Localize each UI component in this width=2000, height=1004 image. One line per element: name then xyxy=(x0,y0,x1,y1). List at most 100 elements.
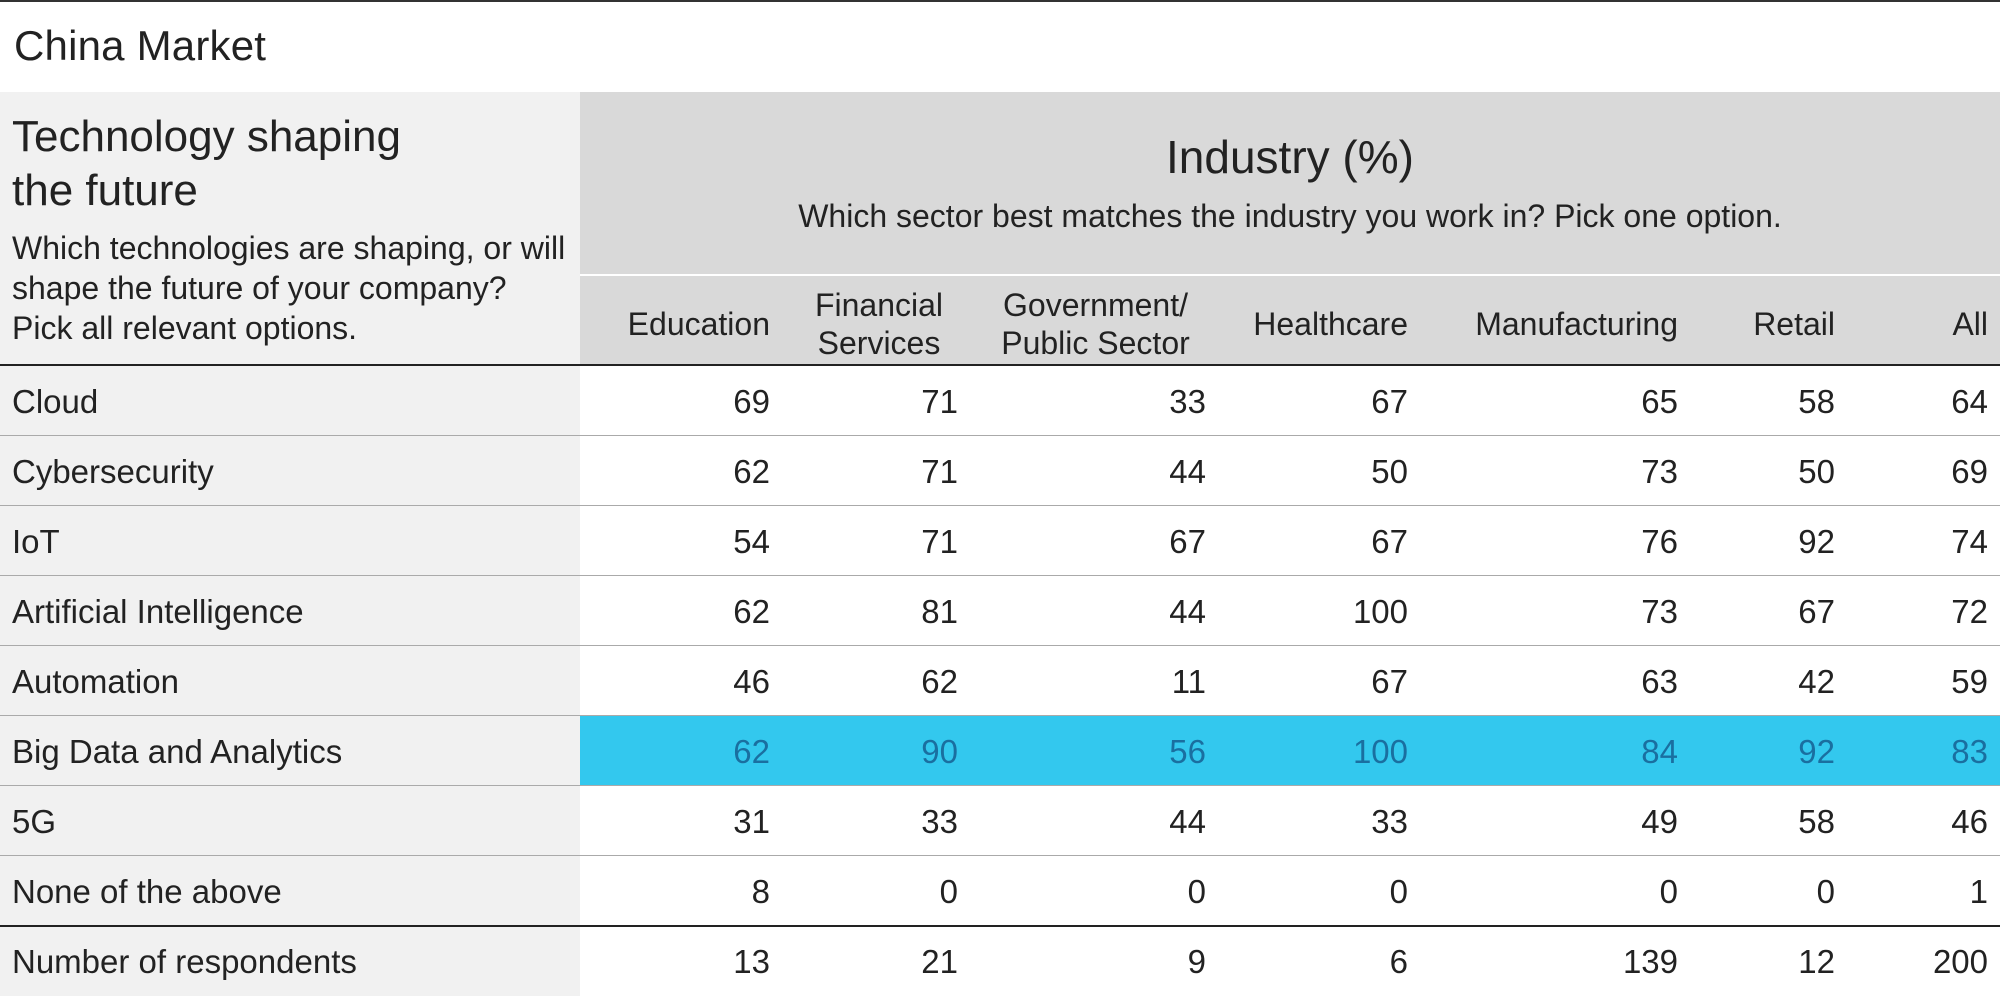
cell-financial-services: 81 xyxy=(921,593,958,630)
row-values-background xyxy=(580,576,2000,646)
row-label: 5G xyxy=(12,803,57,840)
row-label-cell xyxy=(0,856,580,926)
row-label: Cybersecurity xyxy=(12,453,214,490)
cell-retail: 58 xyxy=(1798,383,1835,420)
table-row: Cybersecurity 62 71 44 50 73 50 69 xyxy=(0,436,2000,506)
row-values-background xyxy=(580,926,2000,996)
cell-manufacturing: 65 xyxy=(1641,383,1678,420)
row-label-cell xyxy=(0,716,580,786)
row-label: None of the above xyxy=(12,873,282,910)
row-divider xyxy=(0,785,2000,786)
cell-education: 31 xyxy=(733,803,770,840)
col-healthcare-header: Healthcare xyxy=(1225,284,1408,364)
row-label: IoT xyxy=(12,523,60,560)
cell-healthcare: 67 xyxy=(1371,523,1408,560)
cell-retail: 58 xyxy=(1798,803,1835,840)
question-title-line1: Technology shaping xyxy=(12,112,401,161)
cell-financial-services: 71 xyxy=(921,523,958,560)
table-row: None of the above 8 0 0 0 0 0 1 xyxy=(0,856,2000,926)
cell-retail: 92 xyxy=(1798,733,1835,770)
top-rule xyxy=(0,0,2000,2)
row-label-cell xyxy=(0,576,580,646)
cell-government: 11 xyxy=(1171,663,1206,700)
col-education-label: Education xyxy=(627,306,770,342)
row-label: Number of respondents xyxy=(12,943,357,980)
cell-financial-services: 71 xyxy=(921,453,958,490)
row-divider xyxy=(0,645,2000,646)
cell-healthcare: 33 xyxy=(1371,803,1408,840)
col-government-label: Government/ Public Sector xyxy=(1001,287,1190,361)
cell-manufacturing: 63 xyxy=(1641,663,1678,700)
question-header: Technology shaping the future Which tech… xyxy=(0,92,580,366)
cell-manufacturing: 76 xyxy=(1641,523,1678,560)
industry-title: Industry (%) xyxy=(1166,131,1414,183)
cell-all: 64 xyxy=(1951,383,1988,420)
col-all-header: All xyxy=(1860,284,1988,364)
cell-financial-services: 21 xyxy=(921,943,958,980)
row-values-background xyxy=(580,366,2000,436)
cell-education: 62 xyxy=(733,453,770,490)
row-label-cell xyxy=(0,646,580,716)
table-row: Number of respondents 13 21 9 6 139 12 200 xyxy=(0,925,2000,996)
row-divider xyxy=(0,575,2000,576)
cell-healthcare: 67 xyxy=(1371,663,1408,700)
cell-retail: 50 xyxy=(1798,453,1835,490)
table-row: 5G 31 33 44 33 49 58 46 xyxy=(0,786,2000,856)
cell-government: 44 xyxy=(1169,453,1206,490)
cell-healthcare: 0 xyxy=(1389,873,1408,910)
table-row: Automation 46 62 11 67 63 42 59 xyxy=(0,646,2000,716)
cell-manufacturing: 0 xyxy=(1659,873,1678,910)
cell-education: 62 xyxy=(733,593,770,630)
cell-education: 69 xyxy=(733,383,770,420)
cell-all: 59 xyxy=(1951,663,1988,700)
col-government-header: Government/ Public Sector xyxy=(985,284,1206,364)
cell-retail: 92 xyxy=(1798,523,1835,560)
row-label-cell xyxy=(0,506,580,576)
table-row: IoT 54 71 67 67 76 92 74 xyxy=(0,506,2000,576)
row-values-background xyxy=(580,506,2000,576)
cell-retail: 67 xyxy=(1798,593,1835,630)
row-divider xyxy=(0,505,2000,506)
row-values-background xyxy=(580,646,2000,716)
row-values-background xyxy=(580,716,2000,786)
market-title: China Market xyxy=(14,22,267,69)
col-retail-label: Retail xyxy=(1753,306,1835,342)
col-all-label: All xyxy=(1952,306,1988,342)
header-divider xyxy=(580,274,2000,276)
row-values-background xyxy=(580,786,2000,856)
cell-financial-services: 0 xyxy=(939,873,958,910)
row-label: Artificial Intelligence xyxy=(12,593,304,630)
cell-healthcare: 100 xyxy=(1352,593,1408,630)
table-body: Cloud 69 71 33 67 65 58 64 Cybersecurity 62 71 44 50… xyxy=(0,366,2000,996)
cell-healthcare: 50 xyxy=(1371,453,1408,490)
industry-header: Industry (%) Which sector best matches t… xyxy=(580,92,2000,366)
cell-manufacturing: 49 xyxy=(1641,803,1678,840)
table-row: Big Data and Analytics 62 90 56 100 84 92 83 xyxy=(0,716,2000,786)
cell-financial-services: 90 xyxy=(921,733,958,770)
cell-education: 8 xyxy=(751,873,770,910)
table-row: Artificial Intelligence 62 81 44 100 73 67 72 xyxy=(0,576,2000,646)
cell-government: 67 xyxy=(1169,523,1206,560)
industry-subtitle: Which sector best matches the industry y… xyxy=(798,198,1782,234)
cell-healthcare: 6 xyxy=(1389,943,1408,980)
cell-manufacturing: 84 xyxy=(1641,733,1678,770)
cell-government: 33 xyxy=(1169,383,1206,420)
row-label-cell xyxy=(0,436,580,506)
col-education-header: Education xyxy=(600,284,770,364)
cell-retail: 12 xyxy=(1798,943,1835,980)
row-label-cell xyxy=(0,786,580,856)
cell-all: 46 xyxy=(1951,803,1988,840)
row-values-background xyxy=(580,436,2000,506)
table-row: Cloud 69 71 33 67 65 58 64 xyxy=(0,366,2000,436)
cell-all: 83 xyxy=(1951,733,1988,770)
cell-education: 62 xyxy=(733,733,770,770)
col-healthcare-label: Healthcare xyxy=(1253,306,1408,342)
row-divider xyxy=(0,435,2000,436)
cell-all: 200 xyxy=(1932,943,1988,980)
cell-all: 74 xyxy=(1951,523,1988,560)
row-label: Big Data and Analytics xyxy=(12,733,343,770)
cell-education: 54 xyxy=(733,523,770,560)
cell-government: 44 xyxy=(1169,803,1206,840)
cell-education: 46 xyxy=(733,663,770,700)
